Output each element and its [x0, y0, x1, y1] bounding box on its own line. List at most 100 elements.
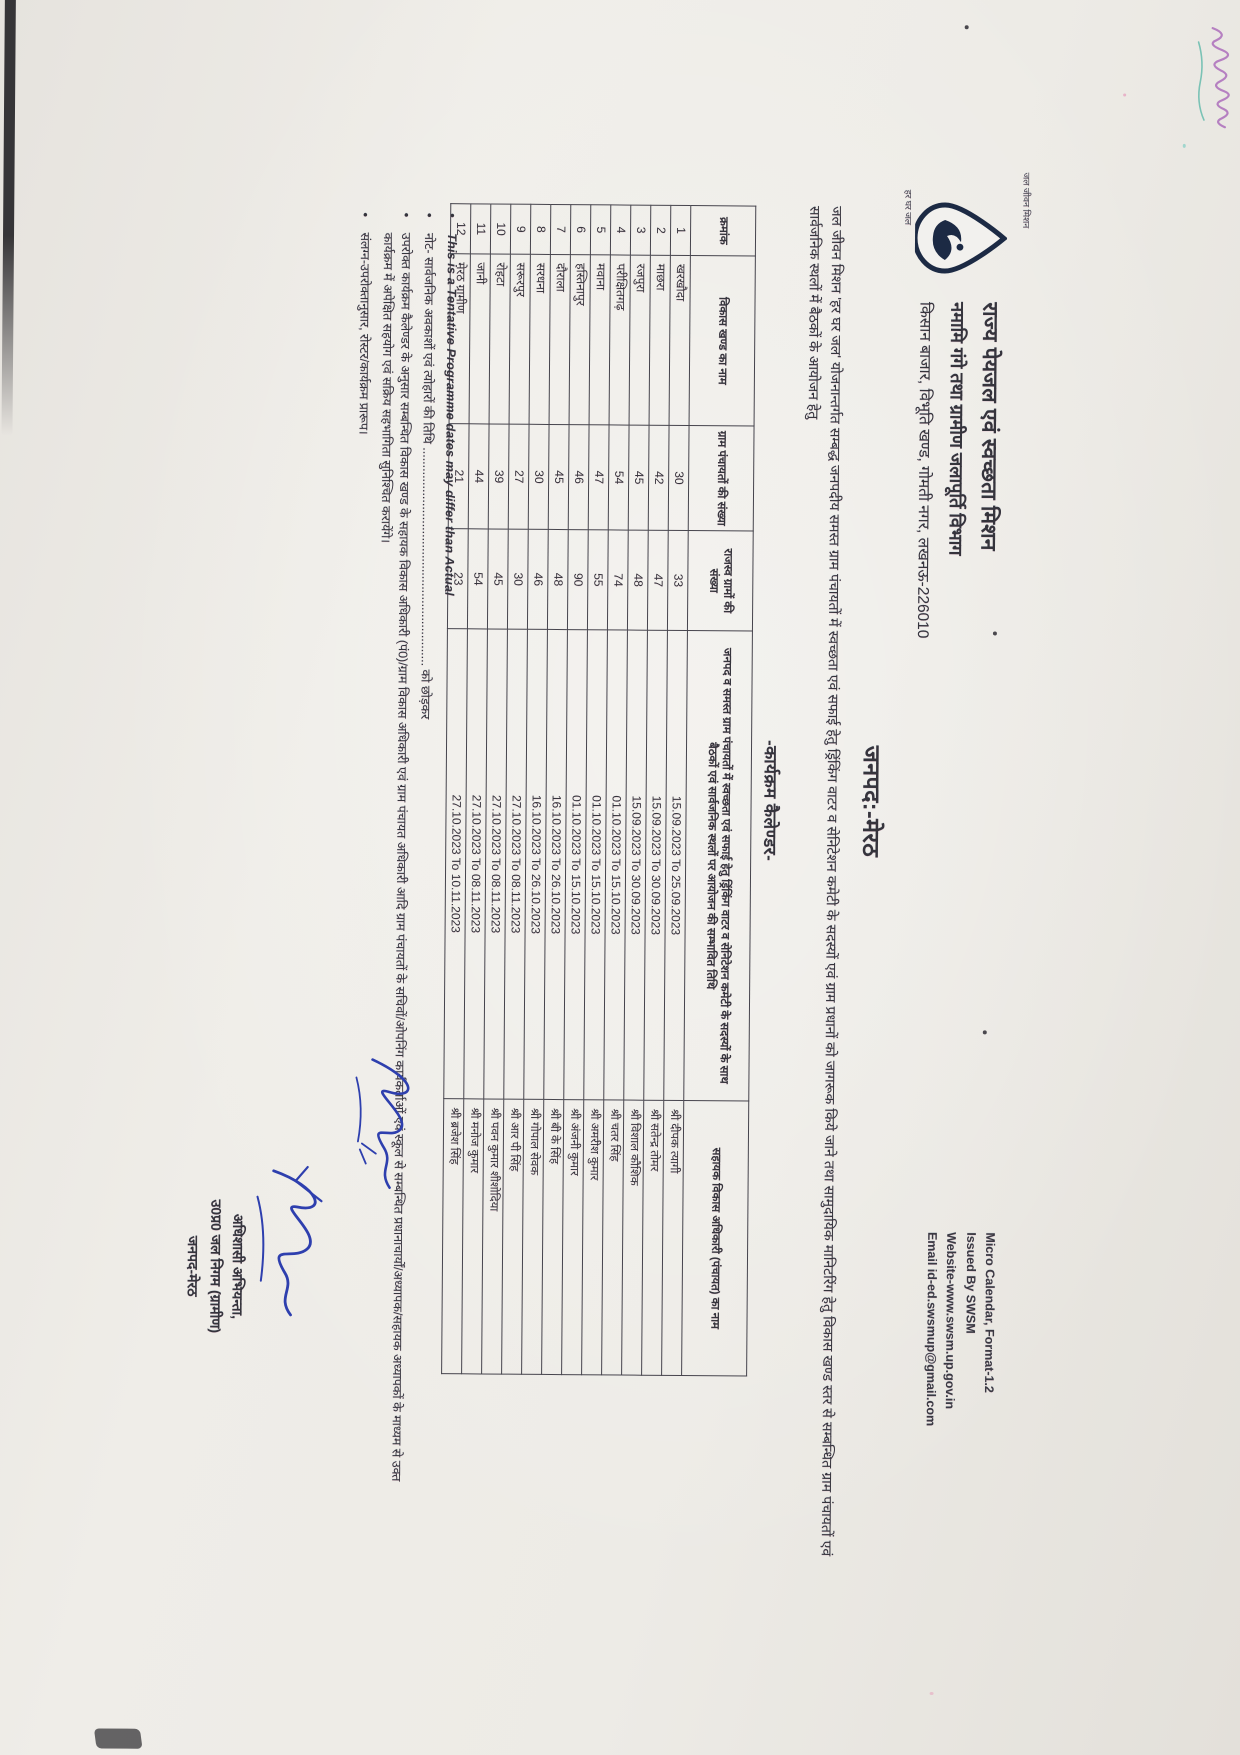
cell-block: खरखौदा [669, 255, 691, 426]
cell-gp_count: 42 [648, 425, 670, 531]
district-line: जनपद-मेरठ [184, 1235, 202, 1297]
issuer-block: Micro Calendar, Format-1.2 Issued By SWS… [918, 1232, 999, 1673]
header-serial: क्रमांक [690, 205, 756, 257]
note-instructions: • उपरोक्त कार्यक्रम कैलेण्डर के अनुसार सम… [378, 212, 414, 1482]
letterhead: राज्य पेयजल एवं स्वच्छता मिशन नमामि गंगे… [910, 302, 1005, 1063]
cell-rv_count: 55 [587, 529, 609, 630]
cell-ado_name: श्री पवन कुमार शीशोदिया [481, 1098, 504, 1375]
cell-ado_name: श्री विशाल कौशिक [621, 1100, 644, 1376]
cell-block: माछरा [649, 255, 671, 426]
designation-line: अधिशासी अभियन्ता, [229, 1213, 247, 1320]
cell-sno: 1 [670, 205, 691, 256]
cell-rv_count: 47 [647, 530, 669, 631]
cell-rv_count: 48 [627, 530, 649, 631]
cell-gp_count: 30 [668, 425, 690, 531]
signatory-designation-block: अधिशासी अभियन्ता, उ0प्र0 जल निगम (ग्रामी… [181, 1116, 251, 1417]
scan-speck-dot [964, 25, 969, 30]
issued-by-label: Issued By SWSM [963, 1232, 978, 1334]
cell-rv_count: 90 [567, 529, 589, 630]
scan-speck [1182, 143, 1186, 148]
cell-date_range: 01.10.2023 To 15.10.2023 [563, 629, 588, 1100]
cell-sno: 8 [530, 204, 551, 255]
cell-gp_count: 45 [548, 424, 570, 530]
scan-speck [929, 1691, 934, 1696]
cell-rv_count: 30 [507, 529, 529, 630]
logo-caption: जल जीवन मिशन [1019, 173, 1031, 313]
cell-block: हस्तिनापुर [569, 254, 591, 425]
email-label: Email id-ed.swsmup@gmail.com [923, 1231, 940, 1427]
handwritten-signature-2 [256, 1165, 323, 1317]
cell-block: रजपुरा [629, 255, 651, 426]
header-event-dates: जनपद व समस्त ग्राम पंचायतों में स्वच्छता… [683, 630, 753, 1102]
cell-sno: 7 [550, 204, 571, 255]
cell-block: रोहटा [489, 253, 511, 425]
cell-sno: 9 [510, 204, 531, 255]
cell-date_range: 15.09.2023 To 30.09.2023 [643, 630, 668, 1101]
cell-ado_name: श्री चतर सिंह [601, 1099, 624, 1376]
logo-caption-bottom: हर घर जल [903, 189, 914, 226]
cell-rv_count: 33 [667, 530, 689, 631]
header-revenue-village-count: राजस्व ग्रामों की संख्या [687, 530, 754, 632]
cell-gp_count: 47 [588, 424, 610, 530]
calendar-table: क्रमांक विकास खण्ड का नाम ग्राम पंचायतों… [441, 203, 756, 1377]
table-header-row: क्रमांक विकास खण्ड का नाम ग्राम पंचायतों… [681, 205, 756, 1377]
cell-rv_count: 45 [487, 528, 509, 630]
cell-rv_count: 48 [547, 529, 569, 630]
cell-block: मवाना [589, 254, 611, 425]
cell-sno: 2 [650, 205, 671, 256]
cell-gp_count: 54 [608, 424, 630, 531]
cell-ado_name: श्री गोपाल सेवक [521, 1099, 544, 1375]
cell-ado_name: श्री आर पी सिंह [501, 1099, 524, 1375]
handwritten-annotation-corner [1197, 27, 1230, 129]
bullet-icon: • [399, 212, 414, 218]
cell-ado_name: श्री अमरीश कुमार [581, 1099, 604, 1375]
cell-ado_name: श्री सतेन्द्र तोमर [641, 1100, 664, 1376]
cell-rv_count: 46 [527, 529, 549, 630]
cell-rv_count: 54 [467, 528, 489, 629]
cell-sno: 10 [490, 203, 511, 255]
table-body: 1 खरखौदा 30 33 15.09.2023 To 25.09.2023 श्री … [441, 203, 691, 1376]
header-gp-count: ग्राम पंचायतों की संख्या [688, 425, 755, 532]
website-label: Website-www.swsm.up.gov.in [943, 1232, 959, 1410]
header-ado-name: सहायक विकास अधिकारी (पंचायत) का नाम [681, 1100, 749, 1377]
org-address: किसान बाजार, विभूति खण्ड, गोमती नगर, लखन… [913, 301, 934, 639]
cell-block: दौराला [549, 254, 571, 425]
cell-gp_count: 46 [568, 424, 590, 530]
cell-sno: 4 [610, 204, 631, 256]
cell-sno: 5 [590, 204, 611, 255]
cell-ado_name: श्री अंजनी कुमार [561, 1099, 584, 1375]
scan-speck [1123, 93, 1127, 97]
cell-sno: 6 [570, 204, 591, 255]
cell-ado_name: श्री दीपक त्यागी [661, 1100, 684, 1376]
cell-date_range: 16.10.2023 To 26.10.2023 [543, 629, 568, 1100]
logo-caption-top: जल जीवन मिशन [1021, 172, 1032, 229]
header-block-name: विकास खण्ड का नाम [689, 255, 756, 427]
cell-block: जानी [469, 253, 491, 424]
notes-section: • This is a Tentative Programme dates may… [341, 210, 461, 1501]
cell-block: सरधना [529, 254, 551, 425]
org-name: राज्य पेयजल एवं स्वच्छता मिशन [976, 302, 1002, 551]
cell-date_range: 15.09.2023 To 25.09.2023 [663, 630, 688, 1101]
bullet-icon: • [422, 212, 437, 218]
cell-date_range: 16.10.2023 To 26.10.2023 [523, 629, 548, 1100]
calendar-heading: -कार्यक्रम कैलेण्डर- [760, 739, 781, 862]
cell-date_range: 15.09.2023 To 30.09.2023 [623, 630, 648, 1101]
cell-rv_count: 74 [607, 529, 629, 631]
logo-caption-bottom-wrap: हर घर जल [901, 190, 913, 330]
cell-date_range: 27.10.2023 To 08.11.2023 [503, 629, 528, 1100]
cell-sno: 11 [470, 203, 491, 254]
cell-ado_name: श्री बी के सिंह [541, 1099, 564, 1375]
bullet-icon: • [358, 212, 373, 217]
cell-gp_count: 44 [468, 423, 490, 529]
handwritten-signature-1 [355, 1058, 410, 1190]
department-line: उ0प्र0 जल निगम (ग्रामीण) [207, 1199, 225, 1334]
cell-block: सरूरपुर [509, 254, 531, 425]
format-label: Micro Calendar, Format-1.2 [981, 1232, 998, 1393]
jal-jeevan-mission-logo [914, 202, 1008, 274]
cell-block: परीक्षितगढ़ [609, 254, 631, 426]
cell-ado_name: श्री मनोज कुमार [461, 1098, 484, 1374]
bullet-icon: • [445, 213, 460, 218]
scan-edge-shadow [1, 0, 16, 436]
